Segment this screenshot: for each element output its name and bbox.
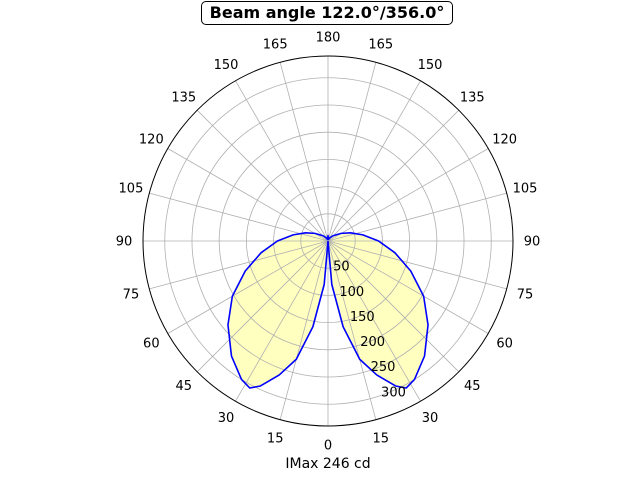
- angle-tick-label: 90: [116, 235, 133, 250]
- angular-grid-line: [279, 62, 329, 242]
- angle-tick-label: 45: [464, 379, 481, 394]
- x-axis-label: IMax 246 cd: [285, 456, 371, 472]
- angle-tick-label: 45: [175, 379, 192, 394]
- angular-grid-line: [327, 62, 377, 242]
- angular-grid-line: [327, 240, 507, 290]
- angle-tick-label: 180: [316, 31, 341, 46]
- angle-tick-label: 0: [324, 439, 332, 454]
- series-line-0: [227, 232, 429, 389]
- chart-title: Beam angle 122.0°/356.0°: [201, 1, 453, 25]
- angle-tick-label: 60: [496, 337, 513, 352]
- angle-tick-label: 30: [422, 411, 439, 426]
- radial-tick-label: 50: [333, 260, 350, 275]
- angular-grid-line: [235, 80, 329, 242]
- radial-tick-label: 150: [350, 310, 375, 325]
- polar-frame: [142, 55, 514, 427]
- angular-grid-line: [327, 192, 507, 242]
- angle-tick-label: 135: [460, 90, 485, 105]
- angle-tick-label: 15: [373, 432, 390, 447]
- angular-grid-line: [167, 148, 329, 242]
- radial-tick-label: 250: [371, 360, 396, 375]
- angular-grid-line: [327, 240, 460, 373]
- angle-tick-label: 120: [492, 133, 517, 148]
- angle-tick-label: 60: [143, 337, 160, 352]
- angle-tick-label: 165: [368, 37, 393, 52]
- angular-grid-line: [279, 240, 329, 420]
- angular-grid-line: [149, 192, 329, 242]
- angular-grid-line: [327, 80, 421, 242]
- angle-tick-label: 30: [218, 411, 235, 426]
- angular-grid-line: [196, 240, 329, 373]
- radial-tick-label: 100: [339, 285, 364, 300]
- angle-tick-label: 120: [139, 133, 164, 148]
- angular-grid-line: [327, 148, 489, 242]
- angle-tick-label: 90: [524, 235, 541, 250]
- angle-tick-label: 135: [171, 90, 196, 105]
- angle-tick-label: 105: [119, 182, 144, 197]
- angle-tick-label: 150: [418, 58, 443, 73]
- radial-tick-label: 200: [360, 335, 385, 350]
- angular-grid-line: [167, 240, 329, 334]
- angular-grid-line: [149, 240, 329, 290]
- angle-tick-label: 105: [513, 182, 538, 197]
- angle-tick-label: 165: [263, 37, 288, 52]
- angular-grid-line: [327, 240, 489, 334]
- angular-grid-line: [327, 109, 460, 242]
- radial-tick-label: 300: [381, 385, 406, 400]
- angular-grid-line: [327, 240, 421, 402]
- angle-tick-label: 15: [267, 432, 284, 447]
- angle-tick-label: 75: [517, 287, 534, 302]
- angular-grid-line: [196, 109, 329, 242]
- series-fill-0: [227, 232, 429, 389]
- angular-grid-line: [327, 240, 377, 420]
- angle-tick-label: 75: [123, 287, 140, 302]
- angle-tick-label: 150: [214, 58, 239, 73]
- angular-grid-line: [235, 240, 329, 402]
